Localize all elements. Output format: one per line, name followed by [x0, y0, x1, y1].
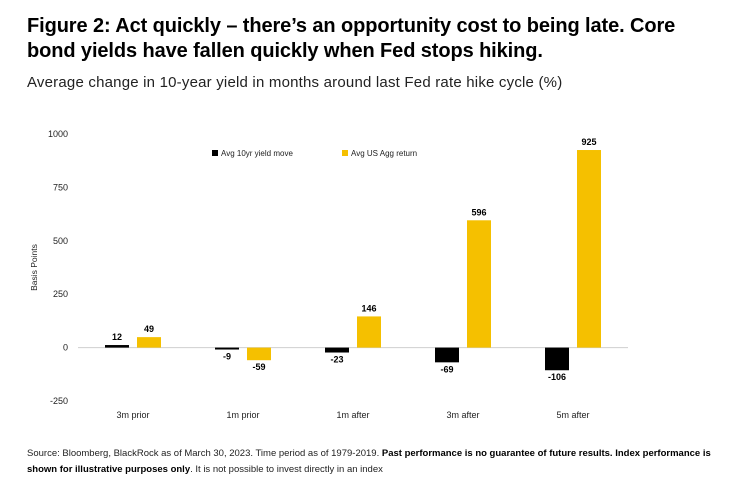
- y-tick-label-1: 750: [53, 182, 68, 192]
- data-label-agg-4: 925: [581, 137, 596, 147]
- y-tick-label-3: 250: [53, 289, 68, 299]
- data-label-yield-4: -106: [548, 372, 566, 382]
- bar-yield-0: [105, 345, 129, 348]
- source-disclaimer: Past performance is no guarantee of futu…: [27, 448, 711, 475]
- x-tick-label-0: 3m prior: [116, 410, 149, 420]
- data-label-yield-2: -23: [330, 355, 343, 365]
- x-tick-label-1: 1m prior: [226, 410, 259, 420]
- y-axis-label: Basis Points: [29, 244, 39, 291]
- x-tick-label-4: 5m after: [556, 410, 589, 420]
- data-label-yield-3: -69: [440, 364, 453, 374]
- source-plain: Source: Bloomberg, BlackRock as of March…: [27, 448, 382, 459]
- y-tick-label-0: 1000: [48, 129, 68, 139]
- bar-agg-4: [577, 150, 601, 348]
- y-tick-label-5: -250: [50, 396, 68, 406]
- data-label-yield-0: 12: [112, 332, 122, 342]
- legend-swatch-1: [342, 150, 348, 156]
- source-note: Source: Bloomberg, BlackRock as of March…: [27, 446, 717, 478]
- x-tick-label-3: 3m after: [446, 410, 479, 420]
- y-tick-label-4: 0: [63, 343, 68, 353]
- bar-agg-1: [247, 347, 271, 361]
- source-tail: . It is not possible to invest directly …: [190, 464, 383, 475]
- bar-yield-3: [435, 347, 459, 363]
- data-label-agg-0: 49: [144, 324, 154, 334]
- page-subtitle: Average change in 10-year yield in month…: [27, 74, 563, 91]
- data-label-agg-3: 596: [471, 207, 486, 217]
- bar-yield-4: [545, 347, 569, 371]
- page-title: Figure 2: Act quickly – there’s an oppor…: [27, 15, 676, 62]
- y-tick-label-2: 500: [53, 236, 68, 246]
- bar-agg-3: [467, 220, 491, 348]
- data-label-agg-2: 146: [361, 303, 376, 313]
- bar-agg-0: [137, 337, 161, 348]
- data-label-agg-1: -59: [252, 362, 265, 372]
- bar-yield-1: [215, 347, 239, 350]
- bar-agg-2: [357, 316, 381, 348]
- x-tick-label-2: 1m after: [336, 410, 369, 420]
- bar-yield-2: [325, 347, 349, 353]
- data-label-yield-1: -9: [223, 352, 231, 362]
- legend-label-0: Avg 10yr yield move: [221, 149, 293, 158]
- legend-swatch-0: [212, 150, 218, 156]
- bar-chart: 1000 750 500 250 0 -250 Basis Points 12 49 3m pri…: [29, 129, 628, 420]
- legend-label-1: Avg US Agg return: [351, 149, 417, 158]
